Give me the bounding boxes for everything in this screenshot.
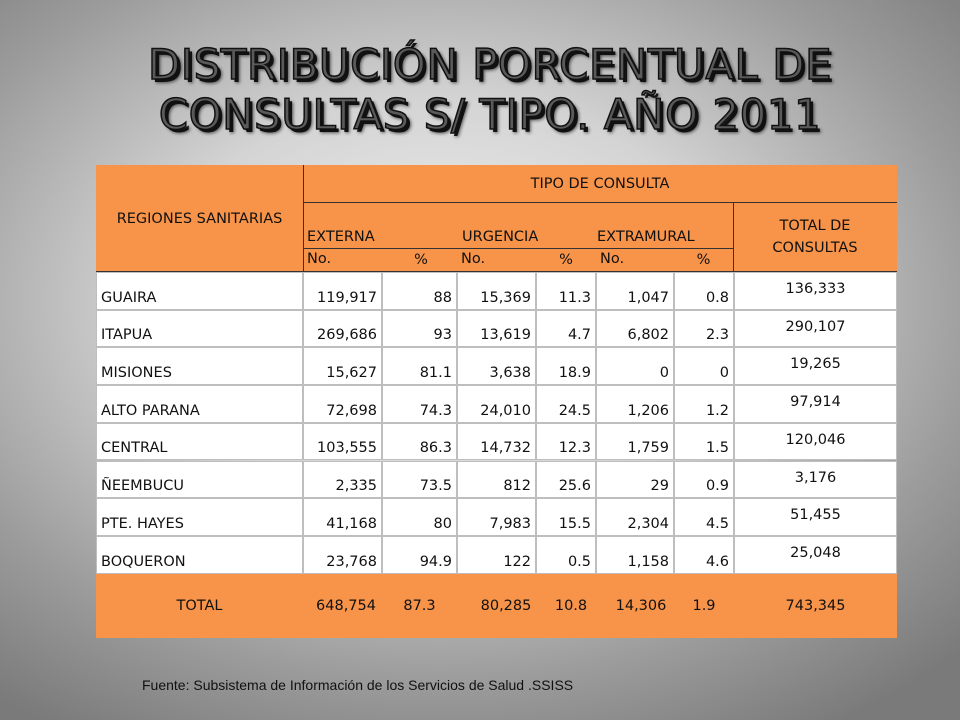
row-urg-no: 13,619 xyxy=(457,309,536,348)
row-ext-pct: 94.9 xyxy=(382,535,457,574)
row-ext-pct: 81.1 xyxy=(382,347,457,386)
row-urg-no: 122 xyxy=(457,535,536,574)
row-ext-pct: 73.5 xyxy=(382,460,457,499)
header-ext-pct: % xyxy=(414,252,428,268)
row-ext-no: 15,627 xyxy=(303,347,382,386)
header-divider-tipo xyxy=(303,202,897,203)
row-urg-pct: 24.5 xyxy=(536,385,596,423)
row-ext-no: 2,335 xyxy=(303,460,382,499)
header-divider-regions xyxy=(303,165,304,272)
row-urg-no: 7,983 xyxy=(457,498,536,536)
row-ext-pct: 86.3 xyxy=(382,422,457,461)
row-urg-pct: 15.5 xyxy=(536,498,596,536)
row-ext-no: 72,698 xyxy=(303,385,382,423)
header-urgencia: URGENCIA xyxy=(462,229,539,245)
row-total: 290,107 xyxy=(734,309,897,348)
row-total: 25,048 xyxy=(734,535,897,574)
row-extra-pct: 0.8 xyxy=(674,272,734,310)
total-label: TOTAL xyxy=(176,597,223,614)
row-total: 136,333 xyxy=(734,272,897,310)
total-extra-no: 14,306 xyxy=(615,597,667,614)
row-region: ALTO PARANA xyxy=(96,385,303,423)
row-extra-no: 1,759 xyxy=(596,422,674,461)
row-total: 97,914 xyxy=(734,385,897,423)
row-urg-no: 3,638 xyxy=(457,347,536,386)
row-urg-no: 14,732 xyxy=(457,422,536,461)
row-region: PTE. HAYES xyxy=(96,498,303,536)
source-note: Fuente: Subsistema de Información de los… xyxy=(142,677,574,693)
total-row xyxy=(96,573,897,638)
row-extra-no: 1,206 xyxy=(596,385,674,423)
row-extra-pct: 4.5 xyxy=(674,498,734,536)
row-ext-no: 41,168 xyxy=(303,498,382,536)
row-urg-pct: 11.3 xyxy=(536,272,596,310)
row-urg-no: 24,010 xyxy=(457,385,536,423)
row-urg-pct: 25.6 xyxy=(536,460,596,499)
row-extra-pct: 4.6 xyxy=(674,535,734,574)
row-region: CENTRAL xyxy=(96,422,303,461)
row-total: 120,046 xyxy=(734,422,897,461)
header-tipo-consulta: TIPO DE CONSULTA xyxy=(530,175,670,192)
row-region: ÑEEMBUCU xyxy=(96,460,303,499)
title-line-2: CONSULTAS S/ TIPO. AÑO 2011 xyxy=(158,89,822,140)
total-extra-pct: 1.9 xyxy=(692,597,716,614)
total-ext-no: 648,754 xyxy=(316,597,376,614)
row-urg-pct: 4.7 xyxy=(536,309,596,348)
row-extra-no: 6,802 xyxy=(596,309,674,348)
row-region: BOQUERON xyxy=(96,535,303,574)
total-ext-pct: 87.3 xyxy=(403,597,436,614)
row-urg-pct: 0.5 xyxy=(536,535,596,574)
row-ext-no: 269,686 xyxy=(303,309,382,348)
row-total: 19,265 xyxy=(734,347,897,386)
header-urg-pct: % xyxy=(559,252,573,268)
total-urg-no: 80,285 xyxy=(480,597,532,614)
row-ext-pct: 93 xyxy=(382,309,457,348)
row-urg-pct: 12.3 xyxy=(536,422,596,461)
header-regiones: REGIONES SANITARIAS xyxy=(116,210,283,227)
consultations-table: REGIONES SANITARIAS TIPO DE CONSULTA EXTER… xyxy=(96,165,897,638)
table-header-background xyxy=(96,165,897,272)
row-extra-pct: 1.2 xyxy=(674,385,734,423)
slide-title: DISTRIBUCIÓN PORCENTUAL DE CONSULTAS S/ … xyxy=(60,39,920,140)
header-total-line-1: TOTAL DE xyxy=(779,218,851,234)
row-urg-no: 15,369 xyxy=(457,272,536,310)
row-urg-pct: 18.9 xyxy=(536,347,596,386)
row-ext-no: 23,768 xyxy=(303,535,382,574)
header-total-consultas: TOTAL DE CONSULTAS xyxy=(733,202,897,272)
row-ext-no: 119,917 xyxy=(303,272,382,310)
total-urg-pct: 10.8 xyxy=(554,597,588,614)
row-extra-no: 1,158 xyxy=(596,535,674,574)
header-externa: EXTERNA xyxy=(307,229,375,245)
row-total: 3,176 xyxy=(734,460,897,499)
header-extramural: EXTRAMURAL xyxy=(597,229,695,245)
row-ext-no: 103,555 xyxy=(303,422,382,461)
row-extra-no: 1,047 xyxy=(596,272,674,310)
row-region: GUAIRA xyxy=(96,272,303,310)
header-divider-total xyxy=(733,202,734,272)
title-line-1: DISTRIBUCIÓN PORCENTUAL DE xyxy=(147,39,833,90)
row-extra-pct: 2.3 xyxy=(674,309,734,348)
row-ext-pct: 80 xyxy=(382,498,457,536)
row-ext-pct: 88 xyxy=(382,272,457,310)
header-total-line-2: CONSULTAS xyxy=(772,240,858,256)
row-extra-no: 0 xyxy=(596,347,674,386)
row-total: 51,455 xyxy=(734,498,897,536)
row-urg-no: 812 xyxy=(457,460,536,499)
row-ext-pct: 74.3 xyxy=(382,385,457,423)
row-extra-no: 29 xyxy=(596,460,674,499)
row-extra-pct: 0 xyxy=(674,347,734,386)
row-region: ITAPUA xyxy=(96,309,303,348)
row-extra-no: 2,304 xyxy=(596,498,674,536)
header-urg-no: No. xyxy=(461,250,486,267)
row-extra-pct: 0.9 xyxy=(674,460,734,499)
row-region: MISIONES xyxy=(96,347,303,386)
header-ext-no: No. xyxy=(307,250,332,267)
header-extra-pct: % xyxy=(696,252,711,268)
total-total: 743,345 xyxy=(785,597,846,614)
row-extra-pct: 1.5 xyxy=(674,422,734,461)
header-divider-subcols xyxy=(303,248,733,249)
header-bottom-line xyxy=(96,271,897,272)
header-extra-no: No. xyxy=(600,250,625,267)
